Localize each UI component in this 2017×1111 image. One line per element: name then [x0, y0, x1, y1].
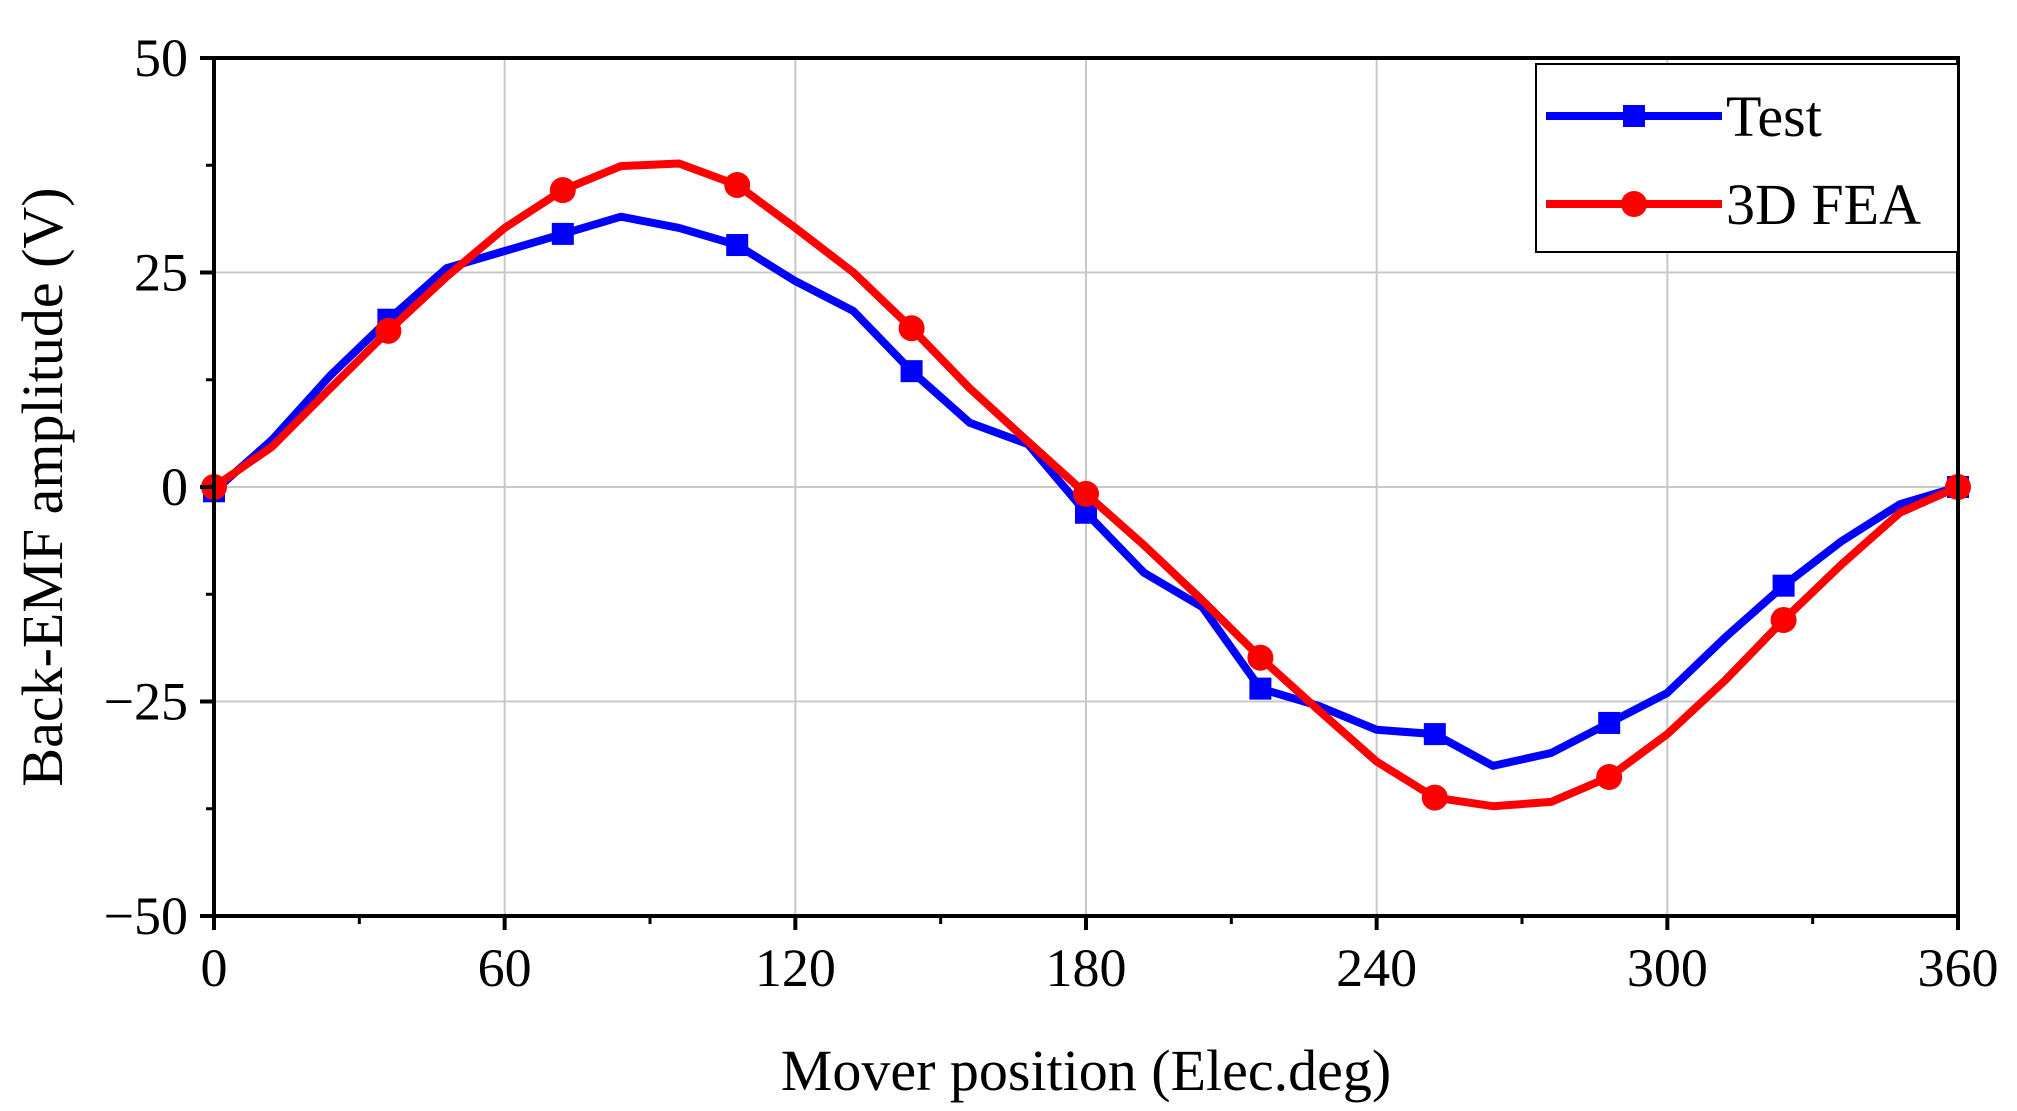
y-tick-label: 0	[161, 457, 188, 517]
data-point-test	[1772, 574, 1795, 597]
x-tick-label: 0	[201, 938, 228, 998]
series-3d-fea	[201, 159, 1971, 811]
x-tick-label: 60	[478, 938, 532, 998]
data-point-test	[1598, 711, 1621, 734]
y-tick-label: 50	[134, 28, 188, 88]
data-point-test	[726, 234, 749, 257]
legend-marker-3d-fea	[1621, 191, 1647, 217]
axis-tick-labels: 0 60 120 180 240 300 360 −50 −25 0 25 50	[104, 28, 1999, 998]
x-tick-label: 120	[755, 938, 836, 998]
x-tick-label: 240	[1336, 938, 1417, 998]
data-point-3d-fea	[724, 171, 751, 198]
legend-label-3d-fea: 3D FEA	[1726, 172, 1921, 237]
data-point-3d-fea	[375, 317, 402, 344]
y-tick-label: −50	[104, 886, 188, 946]
data-point-3d-fea	[1247, 644, 1274, 671]
data-point-3d-fea	[1770, 606, 1797, 633]
data-point-test	[1075, 501, 1097, 524]
legend: Test 3D FEA	[1535, 63, 1959, 253]
axis-ticks	[200, 56, 1960, 930]
data-point-test	[1249, 677, 1272, 700]
data-point-test	[900, 360, 923, 383]
data-point-3d-fea	[898, 315, 925, 342]
x-axis-title: Mover position (Elec.deg)	[781, 1038, 1391, 1103]
series-layer	[201, 159, 1971, 811]
legend-label-test: Test	[1726, 84, 1822, 149]
data-point-3d-fea	[1421, 784, 1448, 811]
data-point-3d-fea	[1596, 764, 1623, 791]
legend-marker-test	[1623, 105, 1645, 127]
x-tick-label: 300	[1627, 938, 1708, 998]
data-point-test	[1423, 723, 1446, 746]
series-test	[203, 212, 1969, 770]
y-tick-label: 25	[134, 243, 188, 303]
data-point-3d-fea	[1073, 480, 1099, 507]
data-point-test	[551, 222, 574, 245]
y-axis-title: Back-EMF amplitude (V)	[10, 187, 75, 786]
y-tick-label: −25	[104, 672, 188, 732]
x-tick-label: 180	[1046, 938, 1127, 998]
legend-box	[1535, 63, 1959, 253]
data-point-3d-fea	[549, 177, 576, 204]
x-tick-label: 360	[1918, 938, 1999, 998]
